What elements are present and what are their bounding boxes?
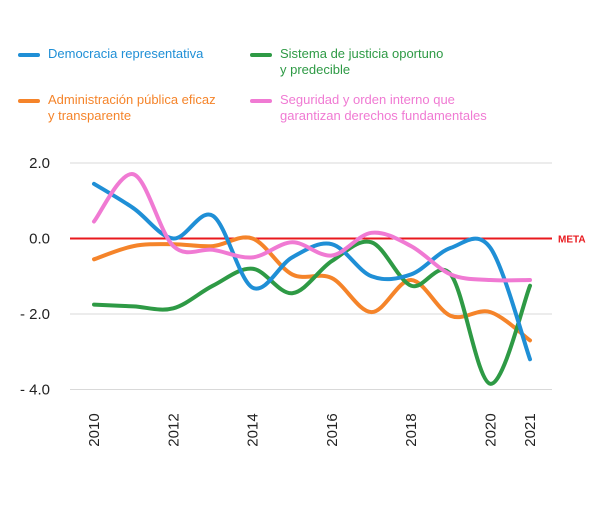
- legend-label: Seguridad y orden interno que garantizan…: [280, 92, 487, 123]
- legend-swatch: [18, 53, 40, 57]
- y-tick-label: - 4.0: [20, 382, 50, 399]
- legend-swatch: [18, 99, 40, 103]
- series-lines: [92, 172, 532, 386]
- x-tick-label: 2016: [324, 413, 341, 446]
- legend-swatch: [250, 53, 272, 57]
- series-line-democracia: [92, 181, 532, 362]
- series-line-justicia: [92, 239, 532, 386]
- series-line-seguridad: [92, 172, 532, 283]
- y-tick-label: - 2.0: [20, 306, 50, 323]
- y-axis: 2.0 0.0 - 2.0 - 4.0: [20, 155, 50, 399]
- legend-item-seguridad: Seguridad y orden interno que garantizan…: [250, 92, 487, 124]
- x-axis: 2010 2012 2014 2016 2018 2020 2021: [86, 413, 539, 446]
- series-line-administracion: [92, 235, 532, 343]
- x-tick-label: 2012: [165, 413, 182, 446]
- legend-label: Administración pública eficaz y transpar…: [48, 92, 216, 123]
- legend-item-administracion: Administración pública eficaz y transpar…: [18, 92, 216, 124]
- legend-item-justicia: Sistema de justicia oportuno y predecibl…: [250, 46, 443, 78]
- x-tick-label: 2014: [245, 413, 262, 446]
- x-tick-label: 2020: [482, 413, 499, 446]
- y-tick-label: 2.0: [29, 155, 50, 172]
- y-tick-label: 0.0: [29, 231, 50, 248]
- x-tick-label: 2021: [522, 413, 539, 446]
- legend-label: Democracia representativa: [48, 46, 204, 61]
- legend-item-democracia: Democracia representativa: [18, 46, 203, 62]
- meta-label: META: [558, 235, 586, 246]
- legend-swatch: [250, 99, 272, 103]
- x-tick-label: 2018: [403, 413, 420, 446]
- x-tick-label: 2010: [86, 413, 103, 446]
- legend-label: Sistema de justicia oportuno y predecibl…: [280, 46, 444, 77]
